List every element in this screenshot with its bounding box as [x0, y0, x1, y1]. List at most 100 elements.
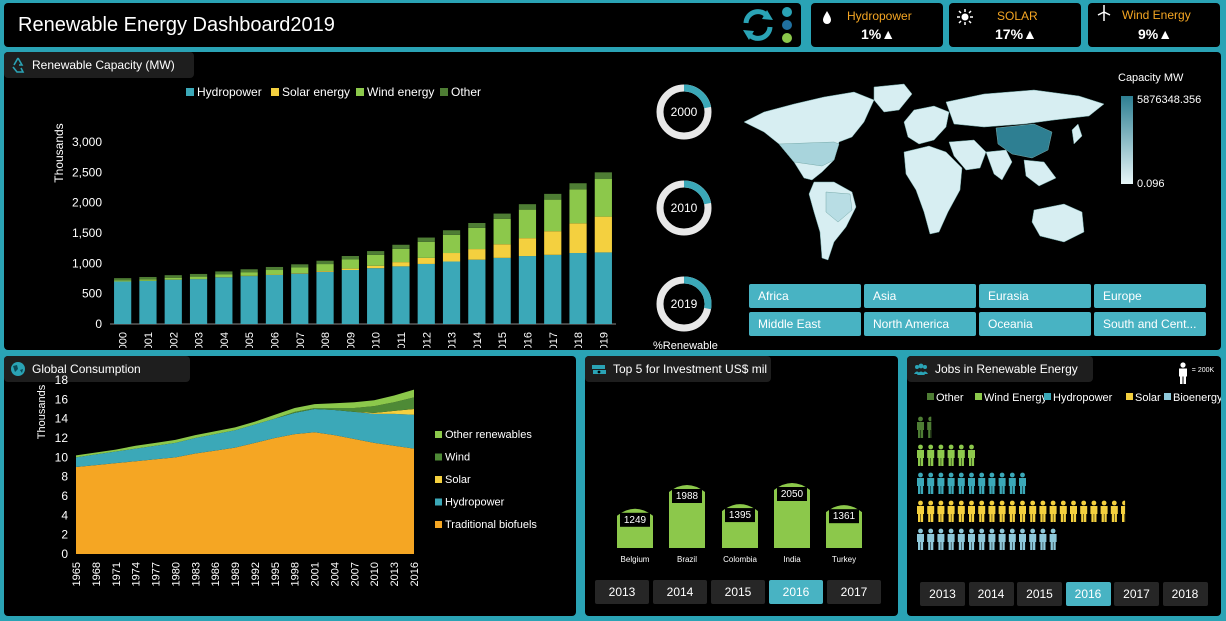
capacity-bar-other [417, 237, 435, 242]
region-button-oceania[interactable]: Oceania [979, 312, 1091, 336]
capacity-bar-other [189, 273, 208, 277]
consumption-y-tick: 12 [55, 431, 69, 445]
jobs-person-icon [957, 472, 965, 494]
consumption-legend-label: Traditional biofuels [445, 519, 537, 531]
jobs-legend-label: Wind Energy [984, 392, 1047, 404]
person-scale-icon [1179, 362, 1187, 384]
map-north-america[interactable] [743, 91, 875, 181]
consumption-area-other-renewables [76, 389, 414, 458]
kpi-solar: SOLAR 17%▲ [949, 3, 1081, 47]
investment-country-label: Colombia [723, 555, 757, 564]
capacity-bar-wind-energy [240, 272, 258, 276]
consumption-legend-swatch [435, 453, 442, 461]
region-button-africa[interactable]: Africa [749, 284, 861, 308]
investment-chart: 1249 Belgium 1988 Brazil 1395 Colombia 2050 Ind… [617, 483, 862, 564]
jobs-person-icon [1059, 500, 1067, 522]
capacity-x-tick: 2016 [522, 332, 534, 348]
consumption-legend-swatch [435, 476, 442, 483]
capacity-x-tick: 2004 [219, 332, 231, 348]
region-button-europe[interactable]: Europe [1094, 284, 1206, 308]
kpi-wind-label: Wind Energy [1122, 8, 1191, 22]
capacity-bar-wind-energy [468, 227, 486, 250]
region-button-middle-east[interactable]: Middle East [749, 312, 861, 336]
capacity-bar-other [518, 204, 537, 210]
investment-year-2016[interactable]: 2016 [769, 580, 823, 604]
consumption-x-tick: 2004 [329, 562, 341, 586]
consumption-y-tick: 4 [61, 508, 68, 522]
jobs-year-2015[interactable]: 2015 [1017, 582, 1062, 606]
investment-value-label: 2050 [781, 489, 804, 500]
map-greenland[interactable] [873, 83, 913, 113]
jobs-person-icon [937, 500, 945, 522]
donut-year-label: 2019 [671, 297, 698, 311]
capacity-bar-wind-energy [189, 276, 208, 279]
capacity-bar-hydropower [316, 271, 334, 324]
renewable-donuts: 2000 2010 2019 [656, 84, 712, 332]
region-button-south-and-cent[interactable]: South and Cent... [1094, 312, 1206, 336]
capacity-bar-solar-energy [392, 262, 410, 267]
consumption-area-hydropower [76, 409, 414, 467]
capacity-x-tick: 2002 [168, 332, 180, 348]
capacity-bar-other [569, 183, 587, 190]
investment-panel-title: Top 5 for Investment US$ mil [585, 356, 771, 382]
capacity-ylabel: Thousands [52, 123, 66, 182]
investment-year-2013[interactable]: 2013 [595, 580, 649, 604]
investment-year-2017[interactable]: 2017 [827, 580, 881, 604]
jobs-year-2018[interactable]: 2018 [1162, 582, 1208, 606]
jobs-person-icon [1039, 528, 1047, 550]
jobs-legend-label: Hydropower [1053, 392, 1113, 404]
capacity-x-tick: 2018 [573, 332, 585, 348]
region-button-eurasia[interactable]: Eurasia [979, 284, 1091, 308]
consumption-legend-swatch [435, 521, 442, 528]
jobs-scale-label: = 200K [1191, 367, 1215, 374]
capacity-panel-title: Renewable Capacity (MW) [4, 52, 194, 78]
jobs-person-icon [937, 472, 945, 494]
jobs-legend-label: Other [936, 392, 964, 404]
investment-year-2015[interactable]: 2015 [711, 580, 765, 604]
capacity-bar-hydropower [240, 276, 258, 324]
map-africa[interactable] [903, 145, 963, 235]
jobs-year-2014[interactable]: 2014 [968, 582, 1014, 606]
water-drop-icon [823, 11, 831, 24]
capacity-bar-wind-energy [569, 189, 587, 224]
consumption-x-tick: 1974 [131, 562, 143, 586]
jobs-legend-label: Solar [1135, 392, 1161, 404]
donut-renewable-arc [656, 180, 712, 236]
map-europe[interactable] [903, 105, 950, 145]
map-brazil[interactable] [825, 191, 853, 223]
jobs-person-icon [957, 500, 965, 522]
region-button-north-america[interactable]: North America [864, 312, 976, 336]
map-australia[interactable] [1031, 203, 1085, 243]
globe-icon [11, 362, 25, 376]
jobs-person-icon [927, 528, 935, 550]
capacity-bar-wind-energy [114, 280, 132, 282]
map-russia[interactable] [945, 89, 1105, 128]
capacity-bar-other [468, 222, 486, 228]
capacity-bar-solar-energy [341, 268, 359, 271]
capacity-bar-solar-energy [569, 223, 587, 254]
jobs-person-icon [1008, 528, 1016, 550]
investment-year-2014[interactable]: 2014 [653, 580, 707, 604]
jobs-year-2017[interactable]: 2017 [1114, 582, 1159, 606]
consumption-y-tick: 6 [61, 489, 68, 503]
capacity-x-tick: 2017 [548, 332, 560, 348]
region-button-asia[interactable]: Asia [864, 284, 976, 308]
capacity-bar-other [316, 260, 334, 265]
jobs-person-icon [968, 444, 975, 466]
world-map[interactable] [734, 82, 1109, 272]
investment-title-text: Top 5 for Investment US$ mil [613, 362, 768, 376]
map-india[interactable] [985, 149, 1013, 181]
map-southeast-asia[interactable] [1023, 159, 1057, 187]
jobs-year-2013[interactable]: 2013 [920, 582, 965, 606]
capacity-x-tick: 2012 [421, 332, 433, 348]
capacity-bar-hydropower [189, 279, 208, 324]
map-middle-east[interactable] [948, 139, 987, 171]
map-japan[interactable] [1071, 123, 1083, 145]
investment-value-label: 1395 [729, 510, 752, 521]
jobs-legend-swatch [1044, 393, 1051, 400]
capacity-legend-label: Other [451, 85, 481, 99]
refresh-icon[interactable] [740, 7, 776, 43]
map-china[interactable] [995, 123, 1053, 159]
map-usa[interactable] [778, 141, 840, 167]
jobs-year-2016[interactable]: 2016 [1065, 582, 1111, 606]
